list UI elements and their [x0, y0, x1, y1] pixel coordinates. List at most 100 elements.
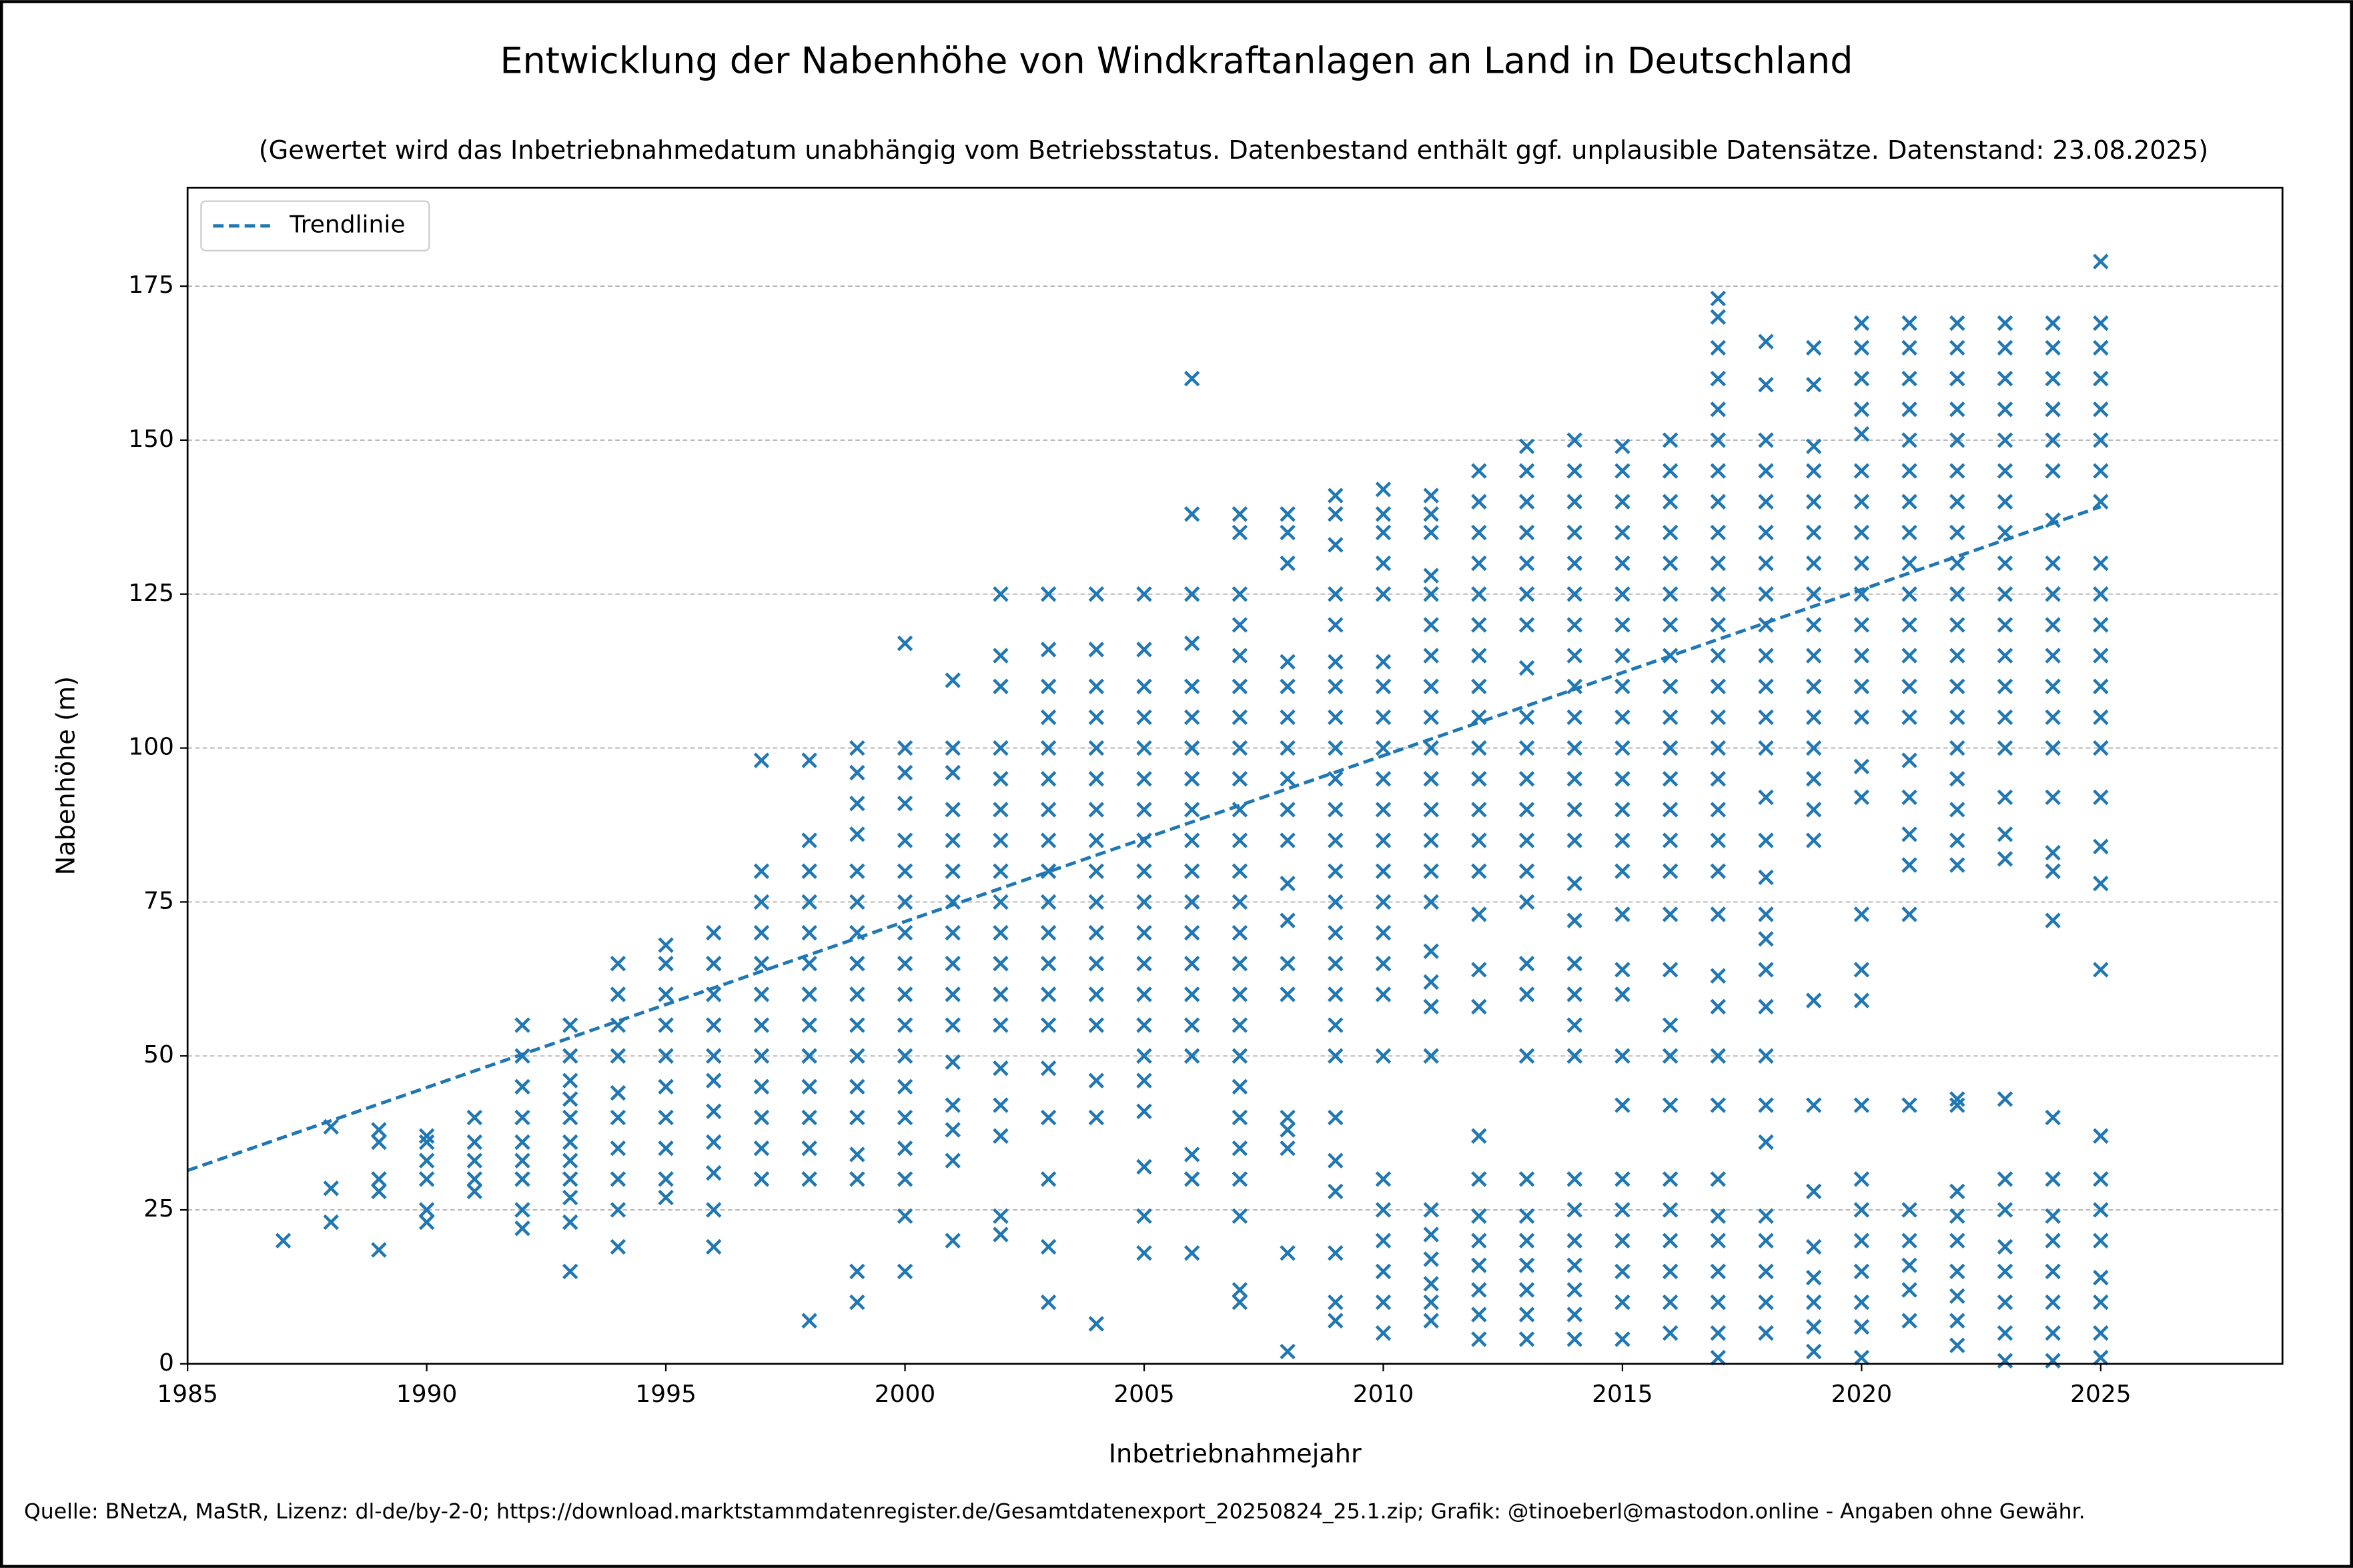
point	[1040, 956, 1057, 972]
point	[1423, 488, 1439, 504]
point	[1328, 1152, 1344, 1168]
point	[1853, 339, 1870, 356]
point	[897, 635, 913, 652]
point	[801, 1048, 817, 1064]
point	[1040, 986, 1057, 1002]
point	[1518, 1282, 1535, 1298]
point	[993, 648, 1009, 664]
point	[562, 1109, 578, 1126]
point	[1758, 463, 1774, 479]
point	[371, 1242, 387, 1258]
point	[706, 924, 722, 941]
point	[1423, 1202, 1439, 1218]
point	[1614, 617, 1630, 633]
point	[1040, 832, 1057, 848]
point	[1758, 524, 1774, 541]
point	[1375, 506, 1392, 522]
point	[658, 1171, 674, 1187]
point	[1710, 402, 1727, 418]
point	[1566, 1257, 1582, 1273]
point	[1901, 678, 1917, 694]
point	[993, 1097, 1009, 1113]
point	[753, 1017, 770, 1033]
point	[1758, 998, 1774, 1015]
point	[1518, 832, 1535, 848]
point	[1662, 1202, 1679, 1218]
point	[1614, 1233, 1630, 1249]
point	[1232, 709, 1248, 726]
point	[1758, 555, 1774, 572]
point	[610, 986, 626, 1002]
point	[753, 1109, 770, 1126]
point	[1710, 1097, 1727, 1113]
point	[1710, 1208, 1727, 1224]
point	[2093, 617, 2109, 633]
point	[418, 1202, 435, 1218]
point	[1375, 555, 1392, 572]
point	[610, 1109, 626, 1126]
point	[1758, 648, 1774, 664]
point	[610, 1171, 626, 1187]
point	[1997, 315, 2013, 331]
point	[1997, 740, 2013, 756]
point	[1375, 524, 1392, 541]
point	[1901, 1282, 1917, 1298]
point	[2093, 1233, 2109, 1249]
point	[1997, 1353, 2013, 1369]
point	[1853, 1202, 1870, 1218]
point	[801, 894, 817, 910]
point	[1566, 494, 1582, 510]
point	[1758, 789, 1774, 806]
x-tick-label: 2025	[2070, 1381, 2132, 1408]
point	[1949, 1233, 1965, 1249]
point	[1040, 1109, 1057, 1126]
point	[610, 1084, 626, 1101]
point	[1758, 709, 1774, 726]
point	[1471, 740, 1487, 756]
point	[1136, 678, 1152, 694]
point	[2093, 1269, 2109, 1286]
point	[1280, 740, 1296, 756]
point	[1328, 1294, 1344, 1311]
point	[2045, 648, 2061, 664]
point	[1088, 771, 1105, 787]
point	[1662, 524, 1679, 541]
point	[2093, 555, 2109, 572]
point	[1949, 771, 1965, 787]
point	[1471, 832, 1487, 848]
point	[1710, 998, 1727, 1015]
point	[562, 1134, 578, 1150]
point	[2093, 648, 2109, 664]
point	[1375, 1263, 1392, 1280]
point	[1280, 771, 1296, 787]
point	[562, 1091, 578, 1107]
point	[1423, 863, 1439, 879]
point	[1328, 586, 1344, 602]
point	[1614, 494, 1630, 510]
point	[2093, 678, 2109, 694]
point	[1758, 678, 1774, 694]
point	[1901, 1313, 1917, 1329]
point	[2045, 586, 2061, 602]
point	[1949, 586, 1965, 602]
point	[1949, 617, 1965, 633]
point	[1088, 1109, 1105, 1126]
point	[1805, 1239, 1822, 1255]
point	[1805, 494, 1822, 510]
point	[1040, 924, 1057, 941]
point	[514, 1017, 530, 1033]
point	[1710, 617, 1727, 633]
point	[1518, 802, 1535, 818]
point	[945, 1097, 961, 1113]
point	[1805, 377, 1822, 393]
point	[1710, 339, 1727, 356]
point	[1375, 832, 1392, 848]
point	[1758, 1134, 1774, 1150]
point	[1805, 832, 1822, 848]
point	[1136, 771, 1152, 787]
point	[1375, 678, 1392, 694]
point	[1566, 1171, 1582, 1187]
point	[1853, 789, 1870, 806]
point	[1280, 912, 1296, 928]
point	[1614, 586, 1630, 602]
